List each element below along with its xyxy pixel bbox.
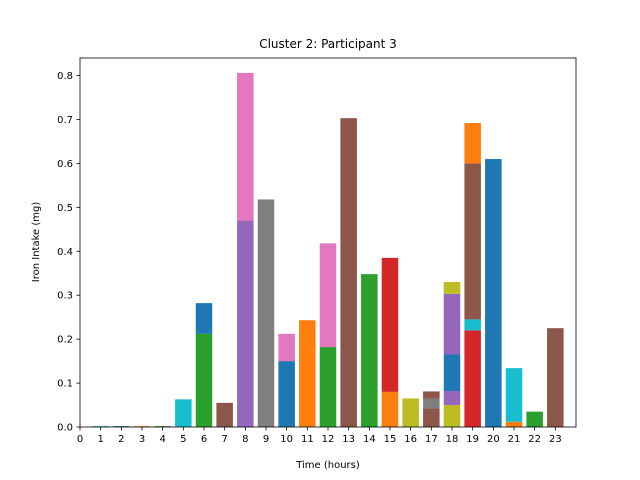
x-tick-label: 22: [528, 434, 541, 445]
bar-segment-hour-16-0: [402, 398, 419, 427]
bar-segment-hour-18-3: [443, 293, 461, 355]
bar-segment-hour-18-1: [443, 390, 461, 406]
x-tick-label: 13: [342, 434, 355, 445]
bar-segment-hour-14-0: [361, 274, 378, 427]
x-tick-label: 21: [508, 434, 521, 445]
x-tick-label: 10: [280, 434, 293, 445]
bar-segment-hour-19-1: [464, 319, 481, 331]
bar-segment-hour-8-1: [237, 72, 254, 221]
x-tick-label: 23: [549, 434, 562, 445]
x-tick-label: 14: [363, 434, 376, 445]
bar-segment-hour-13-0: [340, 118, 357, 428]
bar-segment-hour-15-1: [381, 257, 399, 392]
bar-segment-hour-10-0: [278, 361, 295, 427]
x-tick-label: 0: [77, 434, 83, 445]
y-axis-label: Iron Intake (mg): [31, 202, 42, 283]
x-tick-label: 5: [180, 434, 186, 445]
y-tick-label: 0.8: [57, 71, 73, 82]
bar-segment-hour-12-1: [319, 243, 337, 348]
x-tick-label: 16: [404, 434, 417, 445]
y-tick-label: 0.1: [57, 379, 73, 390]
bar-segment-hour-19-2: [464, 163, 481, 320]
y-axis-ticks: 0.0 0.1 0.2 0.3 0.4 0.5 0.6 0.7 0.8: [57, 71, 80, 434]
y-tick-label: 0.5: [57, 203, 73, 214]
x-tick-label: 9: [263, 434, 269, 445]
x-axis-ticks: 0 1 2 3 4 5 6 7 8 9 10 11 12 13 14 15 16 17 18 19 20 21 22 23: [77, 427, 562, 445]
y-tick-label: 0.2: [57, 335, 73, 346]
bar-segment-hour-23-0: [547, 328, 564, 427]
bar-segment-hour-3-0: [133, 426, 151, 427]
bar-segment-hour-6-0: [195, 333, 213, 427]
bar-segment-hour-8-0: [237, 220, 254, 427]
x-tick-label: 3: [139, 434, 145, 445]
bar-segment-hour-17-0: [423, 408, 440, 427]
x-tick-label: 2: [118, 434, 124, 445]
y-tick-label: 0.4: [57, 247, 73, 258]
bar-segment-hour-18-2: [443, 354, 461, 391]
bar-segment-hour-4-0: [154, 426, 171, 427]
bar-segment-hour-11-0: [299, 320, 316, 427]
bar-segment-hour-17-1: [423, 398, 440, 409]
x-tick-label: 1: [97, 434, 103, 445]
x-tick-label: 7: [221, 434, 227, 445]
x-tick-label: 20: [487, 434, 500, 445]
x-tick-label: 6: [201, 434, 207, 445]
y-tick-label: 0.6: [57, 159, 73, 170]
bar-segment-hour-10-1: [278, 333, 295, 362]
x-tick-label: 17: [425, 434, 438, 445]
bar-segment-hour-18-0: [443, 405, 461, 427]
bar-segment-hour-1-0: [92, 426, 109, 427]
bar-segment-hour-17-2: [423, 391, 440, 399]
chart-title: Cluster 2: Participant 3: [259, 37, 397, 51]
bar-segment-hour-20-0: [485, 159, 502, 428]
bar-segment-hour-2-0: [113, 426, 130, 427]
x-tick-label: 11: [301, 434, 314, 445]
x-tick-label: 12: [322, 434, 335, 445]
plot-frame: [79, 57, 577, 428]
x-tick-label: 8: [242, 434, 248, 445]
bar-segment-hour-21-1: [505, 368, 523, 422]
bar-segment-hour-21-0: [505, 421, 523, 427]
bar-segment-hour-9-0: [257, 199, 275, 427]
bar-segment-hour-7-0: [216, 402, 233, 427]
y-tick-label: 0.0: [57, 423, 73, 434]
bar-segment-hour-22-0: [526, 411, 543, 428]
y-tick-label: 0.7: [57, 115, 73, 126]
x-tick-label: 18: [446, 434, 459, 445]
bars-group: [92, 72, 564, 428]
bar-segment-hour-12-0: [319, 347, 337, 427]
y-tick-label: 0.3: [57, 291, 73, 302]
bar-segment-hour-15-0: [381, 391, 399, 427]
x-tick-label: 15: [384, 434, 397, 445]
bar-segment-hour-19-0: [464, 330, 481, 427]
x-tick-label: 4: [159, 434, 165, 445]
x-axis-label: Time (hours): [295, 460, 360, 471]
x-tick-label: 19: [466, 434, 479, 445]
bar-segment-hour-18-4: [443, 282, 461, 294]
bar-segment-hour-5-0: [175, 399, 192, 427]
bar-segment-hour-19-3: [464, 123, 481, 164]
bar-segment-hour-6-1: [195, 303, 213, 334]
